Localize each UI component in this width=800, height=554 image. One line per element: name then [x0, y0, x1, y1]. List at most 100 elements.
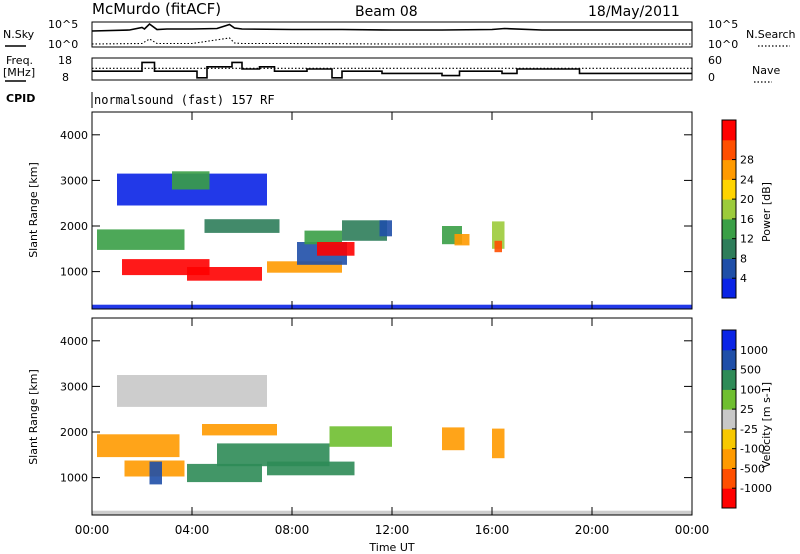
power-colorbar-swatch-3: [722, 218, 736, 240]
velocity-colorbar-label-3: -25: [740, 423, 758, 436]
noise-series-nsearch: [91, 37, 692, 45]
noise-frame: [91, 21, 693, 48]
velocity-scatter-region-8: [442, 427, 465, 451]
xtick-label-3: 12:00: [375, 523, 410, 537]
noise-right-tick-top: 10^5: [708, 18, 738, 31]
velocity-ytick-label-3: 4000: [60, 335, 88, 348]
nave-label: Nave: [752, 64, 780, 77]
power-colorbar-swatch-5: [722, 179, 736, 200]
power-colorbar-swatch-1: [722, 258, 736, 279]
velocity-scatter-region-7: [117, 375, 267, 407]
power-scatter-region-2: [187, 267, 262, 281]
velocity-colorbar-label-5: 100: [740, 383, 761, 396]
power-colorbar-frame: [721, 119, 737, 299]
power-colorbar-label: Power [dB]: [760, 182, 773, 242]
power-ytick-label-3: 4000: [60, 129, 88, 142]
station-title: McMurdo (fitACF): [92, 0, 221, 18]
velocity-colorbar-swatch-8: [722, 330, 736, 351]
velocity-colorbar-label-2: -100: [740, 443, 765, 456]
power-ytick-label-2: 3000: [60, 174, 88, 187]
power-ytick-label-0: 1000: [60, 266, 88, 279]
noise-left-tick-bottom: 10^0: [48, 38, 78, 51]
power-colorbar-label-2: 12: [740, 233, 754, 246]
noise-series-nsky: [91, 22, 692, 32]
nave-right-tick-bottom: 0: [708, 71, 715, 84]
velocity-scatter-region-2: [187, 463, 262, 483]
velocity-ylabel: Slant Range [km]: [27, 369, 40, 465]
velocity-panel: 1000 2000 3000 4000 Slant Range [km]: [27, 317, 693, 516]
power-scatter-region-16: [379, 220, 392, 237]
power-colorbar-swatch-0: [722, 278, 736, 299]
velocity-colorbar-swatch-2: [722, 448, 736, 469]
power-scatter-region-10: [172, 171, 210, 190]
velocity-colorbar-frame: [721, 329, 737, 509]
velocity-scatter-region-9: [492, 428, 505, 459]
velocity-colorbar-label-1: -500: [740, 462, 765, 475]
velocity-scatter-region-6: [202, 424, 277, 436]
velocity-ytick-label-0: 1000: [60, 472, 88, 485]
freq-label: Freq.: [6, 54, 33, 67]
xtick-label-1: 04:00: [175, 523, 210, 537]
power-colorbar-label-0: 4: [740, 272, 747, 285]
velocity-colorbar-label-7: 1000: [740, 344, 768, 357]
cpid-label: CPID: [6, 92, 35, 105]
velocity-scatter-region-11: [149, 461, 162, 485]
nsearch-label: N.Search: [746, 28, 796, 41]
power-scatter-region-8: [342, 220, 387, 241]
frequency-panel: Freq. [MHz] 18 8 60 0 Nave: [3, 54, 780, 84]
power-colorbar-swatch-2: [722, 238, 736, 259]
xtick-label-2: 08:00: [275, 523, 310, 537]
noise-left-tick-top: 10^5: [48, 18, 78, 31]
xtick-label-5: 20:00: [575, 523, 610, 537]
frequency-frame: [91, 57, 693, 81]
power-colorbar-swatch-4: [722, 199, 736, 220]
power-scatter-region-0: [97, 229, 185, 250]
power-scatter-region-6: [304, 230, 342, 245]
freq-series: [92, 61, 692, 79]
velocity-colorbar-swatch-3: [722, 428, 736, 450]
power-scatter-region-14: [494, 240, 502, 253]
power-colorbar-label-5: 24: [740, 173, 754, 186]
velocity-colorbar-label-4: 25: [740, 403, 754, 416]
velocity-colorbar-label-6: 500: [740, 364, 761, 377]
power-scatter-region-4: [267, 261, 342, 273]
nave-right-tick-top: 60: [708, 54, 722, 67]
power-scatter-region-12: [454, 234, 470, 246]
freq-unit-label: [MHz]: [3, 66, 35, 79]
power-colorbar-label-6: 28: [740, 154, 754, 167]
velocity-scatter-region-0: [97, 434, 180, 458]
noise-right-tick-bottom: 10^0: [708, 38, 738, 51]
velocity-colorbar-label-0: -1000: [740, 482, 772, 495]
xtick-label-0: 00:00: [75, 523, 110, 537]
freq-left-tick-bottom: 8: [62, 71, 69, 84]
power-colorbar-label-1: 8: [740, 252, 747, 265]
beam-title: Beam 08: [355, 4, 418, 20]
velocity-colorbar-swatch-5: [722, 389, 736, 410]
velocity-ytick-label-2: 3000: [60, 380, 88, 393]
cpid-text: normalsound (fast) 157 RF: [94, 93, 275, 107]
power-scatter-region-7: [317, 242, 355, 256]
velocity-scatter-region-3: [217, 443, 330, 467]
velocity-colorbar-swatch-6: [722, 369, 736, 390]
freq-left-tick-top: 18: [58, 54, 72, 67]
xtick-label-4: 16:00: [475, 523, 510, 537]
power-colorbar-swatch-7: [722, 139, 736, 161]
power-ytick-label-1: 2000: [60, 220, 88, 233]
power-colorbar-label-3: 16: [740, 213, 754, 226]
noise-panel: N.Sky 10^5 10^0 10^5 10^0 N.Search: [3, 18, 796, 51]
velocity-ytick-label-1: 2000: [60, 426, 88, 439]
velocity-colorbar-swatch-4: [722, 409, 736, 430]
velocity-scatter-region-4: [267, 461, 355, 476]
date-title: 18/May/2011: [588, 4, 680, 20]
power-colorbar-label-4: 20: [740, 193, 754, 206]
power-scatter-region-3: [204, 219, 280, 233]
velocity-colorbar-swatch-0: [722, 488, 736, 509]
velocity-scatter-region-5: [329, 426, 392, 447]
x-axis-label: Time UT: [368, 541, 414, 554]
power-panel: 1000 2000 3000 4000 Slant Range [km]: [27, 111, 693, 310]
velocity-colorbar-swatch-1: [722, 468, 736, 489]
nsky-label: N.Sky: [3, 28, 35, 41]
xtick-label-6: 00:00: [675, 523, 710, 537]
power-colorbar-swatch-6: [722, 159, 736, 180]
